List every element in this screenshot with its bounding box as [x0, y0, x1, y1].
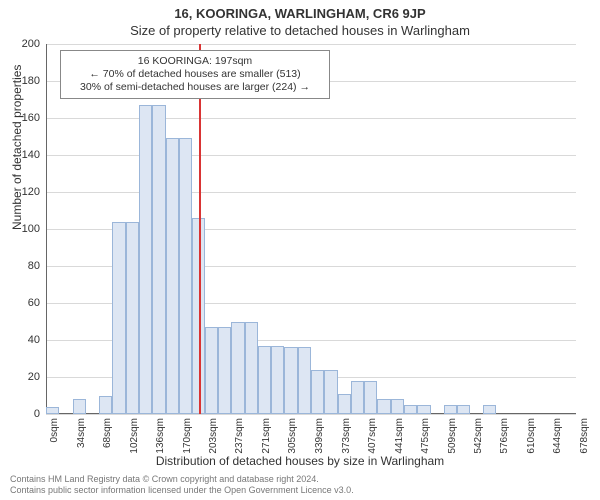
histogram-bar: [271, 346, 284, 414]
y-tick-label: 120: [22, 186, 40, 198]
gridline: [46, 414, 576, 415]
histogram-bar: [112, 222, 125, 414]
histogram-bar: [231, 322, 244, 415]
y-tick-label: 60: [28, 297, 40, 309]
histogram-bar: [404, 405, 417, 414]
histogram-bar: [298, 347, 311, 414]
histogram-bar: [99, 396, 112, 415]
x-tick-label: 102sqm: [129, 418, 140, 454]
histogram-bar: [377, 399, 390, 414]
annotation-line-2: ← 70% of detached houses are smaller (51…: [67, 68, 323, 81]
histogram-bar: [73, 399, 86, 414]
x-tick-label: 68sqm: [102, 418, 113, 448]
histogram-bar: [324, 370, 337, 414]
histogram-bar: [126, 222, 139, 414]
histogram-bar: [205, 327, 218, 414]
y-tick-label: 200: [22, 38, 40, 50]
x-tick-label: 407sqm: [367, 418, 378, 454]
histogram-bar: [166, 138, 179, 414]
chart-super-title: 16, KOORINGA, WARLINGHAM, CR6 9JP: [0, 0, 600, 21]
histogram-bar: [179, 138, 192, 414]
gridline: [46, 155, 576, 156]
y-tick-label: 20: [28, 371, 40, 383]
x-tick-label: 441sqm: [394, 418, 405, 454]
x-tick-label: 0sqm: [49, 418, 60, 442]
chart-sub-title: Size of property relative to detached ho…: [0, 21, 600, 38]
histogram-bar: [351, 381, 364, 414]
histogram-bar: [364, 381, 377, 414]
x-tick-label: 237sqm: [234, 418, 245, 454]
annotation-line-3: 30% of semi-detached houses are larger (…: [67, 81, 323, 94]
y-axis-label: Number of detached properties: [10, 65, 24, 230]
y-tick-label: 0: [34, 408, 40, 420]
histogram-bar: [457, 405, 470, 414]
x-axis-label: Distribution of detached houses by size …: [0, 454, 600, 468]
y-tick-label: 80: [28, 260, 40, 272]
gridline: [46, 44, 576, 45]
annotation-line-1: 16 KOORINGA: 197sqm: [67, 55, 323, 68]
x-tick-label: 509sqm: [447, 418, 458, 454]
histogram-bar: [444, 405, 457, 414]
x-tick-label: 644sqm: [552, 418, 563, 454]
y-tick-label: 100: [22, 223, 40, 235]
histogram-bar: [245, 322, 258, 415]
histogram-bar: [258, 346, 271, 414]
histogram-bar: [417, 405, 430, 414]
histogram-bar: [46, 407, 59, 414]
histogram-bar: [391, 399, 404, 414]
gridline: [46, 192, 576, 193]
histogram-bar: [311, 370, 324, 414]
annotation-box: 16 KOORINGA: 197sqm← 70% of detached hou…: [60, 50, 330, 99]
x-tick-label: 271sqm: [261, 418, 272, 454]
x-tick-label: 136sqm: [155, 418, 166, 454]
plot-area: 0204060801001201401601802000sqm34sqm68sq…: [46, 44, 576, 414]
x-tick-label: 576sqm: [499, 418, 510, 454]
histogram-bar: [218, 327, 231, 414]
histogram-bar: [338, 394, 351, 414]
footer-line-1: Contains HM Land Registry data © Crown c…: [10, 474, 354, 485]
footer-line-2: Contains public sector information licen…: [10, 485, 354, 496]
histogram-bar: [284, 347, 297, 414]
marker-line: [199, 44, 201, 414]
y-tick-label: 160: [22, 112, 40, 124]
x-tick-label: 610sqm: [526, 418, 537, 454]
histogram-bar: [152, 105, 165, 414]
x-tick-label: 678sqm: [579, 418, 590, 454]
chart-area: 0204060801001201401601802000sqm34sqm68sq…: [46, 44, 576, 414]
y-tick-label: 40: [28, 334, 40, 346]
x-tick-label: 373sqm: [341, 418, 352, 454]
x-tick-label: 542sqm: [473, 418, 484, 454]
x-tick-label: 170sqm: [182, 418, 193, 454]
x-tick-label: 339sqm: [314, 418, 325, 454]
y-tick-label: 180: [22, 75, 40, 87]
x-tick-label: 305sqm: [287, 418, 298, 454]
histogram-bar: [483, 405, 496, 414]
x-tick-label: 203sqm: [208, 418, 219, 454]
x-tick-label: 34sqm: [76, 418, 87, 448]
attribution-footer: Contains HM Land Registry data © Crown c…: [10, 474, 354, 496]
histogram-bar: [139, 105, 152, 414]
y-tick-label: 140: [22, 149, 40, 161]
y-axis-line: [46, 44, 47, 414]
x-tick-label: 475sqm: [420, 418, 431, 454]
gridline: [46, 118, 576, 119]
